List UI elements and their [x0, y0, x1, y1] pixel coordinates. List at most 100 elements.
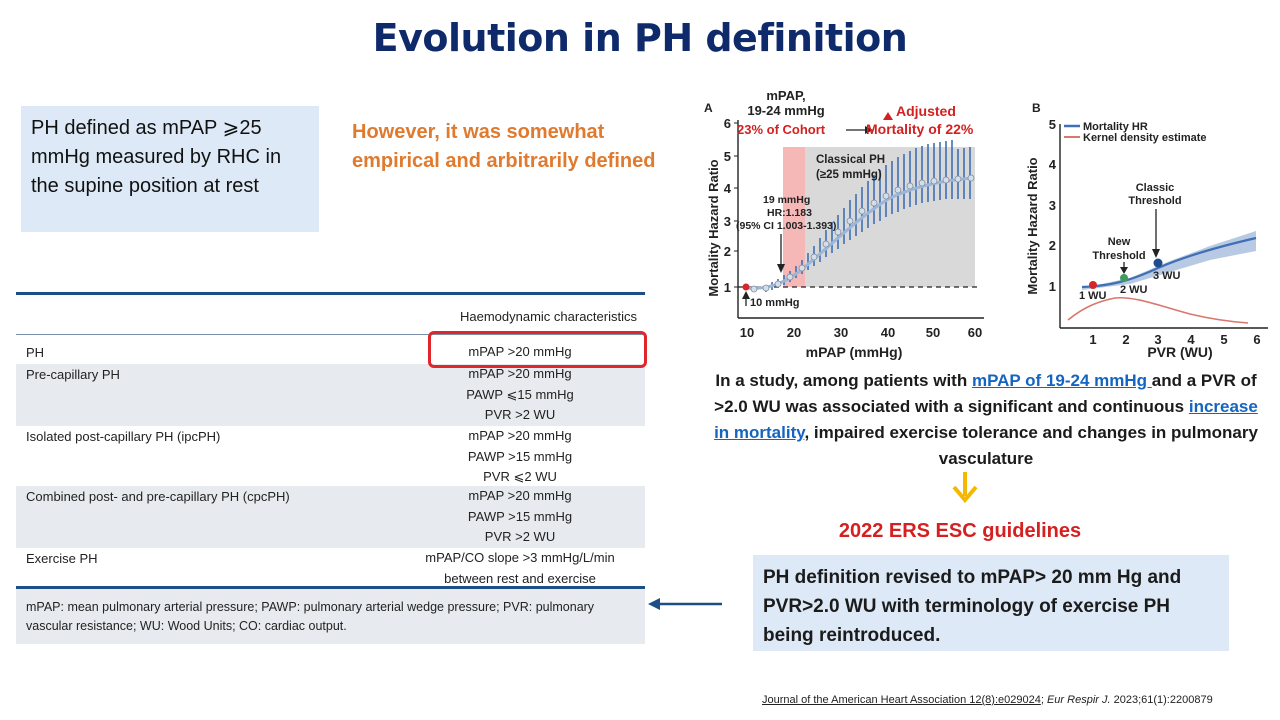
row-value: between rest and exercise: [444, 570, 596, 586]
classic-threshold-label: Classic: [1136, 182, 1175, 194]
table-row: Isolated post-capillary PH (ipcPH) mPAP …: [16, 426, 645, 486]
baseline-label: 10 mmHg: [750, 297, 800, 309]
point-1wu: [1089, 281, 1097, 289]
row-value: PVR >2 WU: [484, 529, 556, 544]
row-value: mPAP >20 mmHg: [468, 428, 572, 443]
panel-a: A 1 2 3 4 5 6 10 20 30 40 50 60: [704, 88, 984, 360]
table-row: Pre-capillary PH mPAP >20 mmHg PAWP ⩽15 …: [16, 364, 645, 426]
panel-a-xtick: 30: [834, 325, 848, 340]
table-header: Haemodynamic characteristics: [16, 295, 645, 333]
annotation-19: 19 mmHg: [763, 194, 810, 206]
point-2wu: [1120, 274, 1128, 282]
new-threshold-sub: Threshold: [1092, 250, 1145, 262]
guidelines-heading: 2022 ERS ESC guidelines: [838, 520, 1082, 542]
panel-b-xtick: 4: [1187, 332, 1195, 347]
increase-mortality-link[interactable]: increase in mortality: [714, 397, 1258, 442]
citation-eur: Eur Respir J.: [1046, 694, 1111, 706]
table-row: Combined post- and pre-capillary PH (cpc…: [16, 486, 645, 548]
row-value: PAWP >15 mmHg: [467, 508, 573, 524]
mpap-19-24-band: [783, 147, 805, 287]
panel-a-xlabel: mPAP (mmHg): [806, 344, 903, 360]
panel-b-ylabel: Mortality Hazard Ratio: [1025, 157, 1040, 294]
citation-separator: ;: [1040, 694, 1047, 706]
row-value: mPAP >20 mmHg: [468, 488, 572, 503]
table-row: Exercise PH mPAP/CO slope >3 mmHg/L/min …: [16, 548, 645, 586]
row-values: mPAP >20 mmHg: [395, 342, 645, 363]
row-label: Exercise PH: [26, 551, 98, 566]
callout-arrow-icon: [865, 126, 873, 134]
panel-b-xlabel: PVR (WU): [1147, 344, 1212, 360]
panel-a-ytick: 2: [724, 244, 731, 259]
however-note: However, it was somewhat empirical and a…: [352, 121, 656, 172]
annotation-ci: (95% CI 1.003-1.393): [736, 220, 836, 232]
label-2wu: 2 WU: [1120, 284, 1148, 296]
arrow-down-icon: [952, 472, 978, 504]
hr-band: [1082, 231, 1256, 290]
table-row: PH mPAP >20 mmHg: [16, 342, 645, 364]
legend-hr: Mortality HR: [1083, 121, 1148, 133]
callout-mpap: mPAP,: [766, 88, 805, 103]
panel-a-ytick: 6: [724, 116, 731, 131]
study-summary: In a study, among patients with mPAP of …: [706, 368, 1266, 472]
panel-b: B 1 2 3 4 5 1 2 3 4 5 6 Mortality HR Ker…: [1025, 101, 1268, 360]
panel-a-xtick: 20: [787, 325, 801, 340]
panel-b-xtick: 2: [1122, 332, 1129, 347]
table-footnote: mPAP: mean pulmonary arterial pressure; …: [16, 589, 645, 644]
study-text-part: , impaired exercise tolerance and change…: [804, 423, 1258, 468]
classical-ph-region: [805, 147, 975, 287]
point-3wu: [1153, 258, 1163, 268]
label-3wu: 3 WU: [1153, 270, 1181, 282]
baseline-point: [742, 283, 750, 291]
row-value: PVR ⩽2 WU: [483, 469, 557, 484]
row-label: PH: [26, 345, 45, 360]
row-value: PAWP ⩽15 mmHg: [466, 386, 574, 402]
callout-adjusted: Adjusted: [896, 103, 956, 119]
table-header-label: Haemodynamic characteristics: [459, 309, 637, 324]
classical-ph-threshold: (≥25 mmHg): [816, 169, 882, 181]
panel-b-ytick: 1: [1049, 279, 1056, 294]
classic-arrow-icon: [1152, 249, 1160, 258]
citation-rest: 2023;61(1):2200879: [1110, 694, 1213, 706]
annotation-arrow-icon: [777, 264, 785, 273]
study-text-part: In a study, among patients with: [715, 371, 972, 390]
mortality-figure: A 1 2 3 4 5 6 10 20 30 40 50 60: [690, 76, 1278, 364]
panel-b-xtick: 5: [1220, 332, 1227, 347]
row-values: mPAP >20 mmHg PAWP >15 mmHg PVR >2 WU: [395, 486, 645, 548]
label-1wu: 1 WU: [1079, 290, 1107, 302]
revised-definition-box: PH definition revised to mPAP> 20 mm Hg …: [753, 555, 1229, 651]
panel-a-xtick: 10: [740, 325, 754, 340]
panel-a-label: A: [704, 101, 713, 115]
new-threshold-label: New: [1108, 236, 1131, 248]
table-header-rule: [16, 334, 645, 335]
row-value: PVR >2 WU: [484, 407, 556, 422]
table-bottom-rule: [16, 586, 645, 589]
panel-a-ytick: 1: [724, 280, 731, 295]
haemodynamic-table: Haemodynamic characteristics PH mPAP >20…: [16, 292, 645, 644]
panel-a-xtick: 50: [926, 325, 940, 340]
callout-cohort: 23% of Cohort: [737, 122, 826, 137]
hr-line: [1081, 236, 1257, 289]
definition-box: PH defined as mPAP ⩾25 mmHg measured by …: [21, 106, 319, 232]
panel-a-xtick: 60: [968, 325, 982, 340]
row-values: mPAP >20 mmHg PAWP ⩽15 mmHg PVR >2 WU: [395, 364, 645, 426]
row-label: Isolated post-capillary PH (ipcPH): [26, 429, 221, 444]
classical-ph-label: Classical PH: [816, 154, 885, 166]
citation-journal-link[interactable]: Journal of the American Heart Associatio…: [762, 694, 1041, 706]
panel-a-ytick: 4: [724, 181, 732, 196]
mpap-range-link[interactable]: mPAP of 19-24 mmHg: [971, 371, 1152, 390]
row-value: mPAP/CO slope >3 mmHg/L/min: [425, 550, 615, 565]
classic-threshold-sub: Threshold: [1128, 195, 1181, 207]
study-text-part: and a PVR of >2.0 WU was associated with…: [714, 371, 1257, 416]
panel-a-ytick: 5: [724, 149, 731, 164]
arrow-left-icon: [648, 598, 722, 610]
slide-title: Evolution in PH definition: [372, 16, 908, 60]
panel-a-ytick: 3: [724, 214, 731, 229]
panel-b-ytick: 3: [1049, 198, 1056, 213]
callout-mpap-range: 19-24 mmHg: [747, 103, 824, 118]
panel-b-label: B: [1032, 101, 1041, 115]
panel-b-ytick: 4: [1049, 157, 1057, 172]
legend-kde: Kernel density estimate: [1083, 132, 1207, 144]
annotation-hr: HR:1.183: [767, 207, 812, 219]
row-value: PAWP >15 mmHg: [467, 448, 573, 464]
baseline-arrow-icon: [742, 291, 750, 299]
